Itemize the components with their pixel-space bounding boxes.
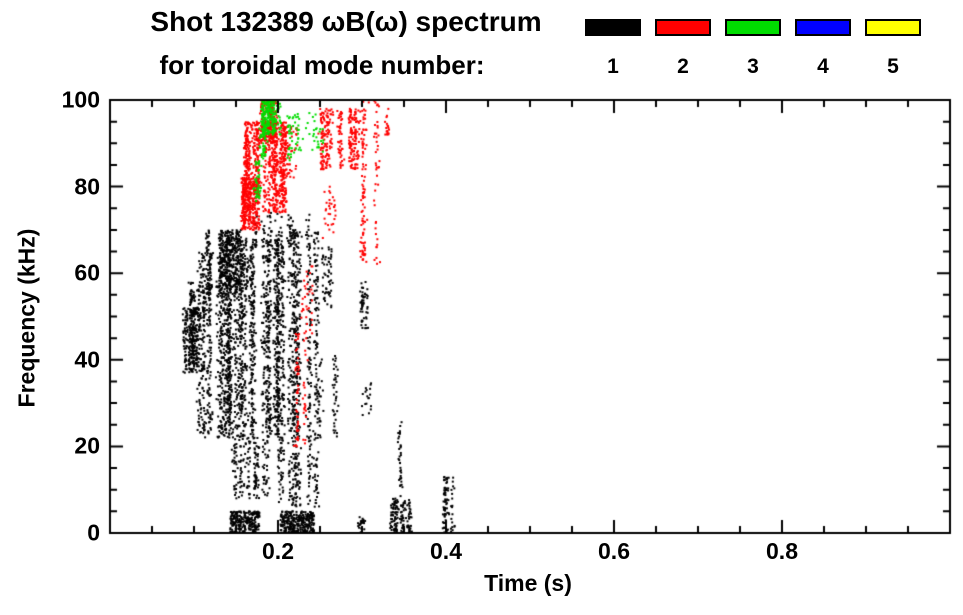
- x-axis-title: Time (s): [484, 570, 572, 596]
- chart-title: Shot 132389 ωB(ω) spectrum: [150, 6, 542, 37]
- chart-subtitle: for toroidal mode number:: [159, 50, 485, 80]
- y-axis-title: Frequency (kHz): [13, 228, 40, 408]
